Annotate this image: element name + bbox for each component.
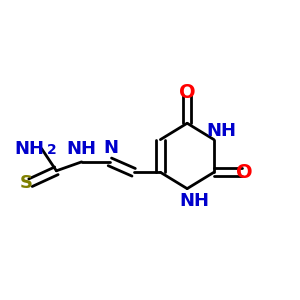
Text: NH: NH <box>180 191 210 209</box>
Text: NH: NH <box>67 140 97 158</box>
Text: 2: 2 <box>47 143 57 157</box>
Text: NH: NH <box>15 140 45 158</box>
Text: NH: NH <box>206 122 236 140</box>
Text: N: N <box>104 139 119 157</box>
Text: O: O <box>179 82 196 101</box>
Text: O: O <box>236 163 253 182</box>
Text: S: S <box>20 174 33 192</box>
